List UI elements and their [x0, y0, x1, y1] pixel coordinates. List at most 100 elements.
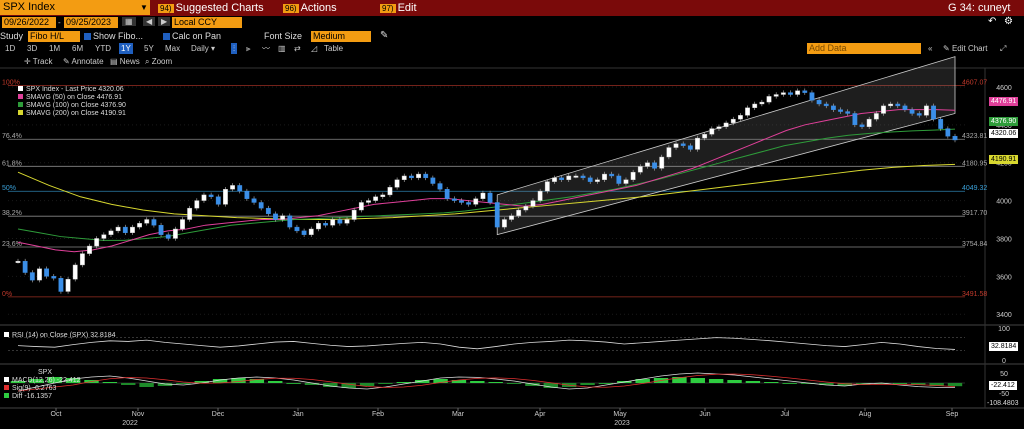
- macd-diff-bar-26: [488, 382, 503, 383]
- candle-body-83: [609, 173, 615, 177]
- macd-y-tick-0: 50: [1000, 371, 1008, 378]
- menu-edit[interactable]: 97) Edit: [380, 2, 417, 14]
- annotate-tool[interactable]: ✎ Annotate: [63, 57, 104, 66]
- next-period-icon[interactable]: ▶: [158, 17, 171, 26]
- checkbox-icon: [163, 33, 170, 41]
- candle-body-82: [602, 173, 607, 180]
- range-6m[interactable]: 6M: [72, 44, 84, 53]
- macd-legend-sig: Sig(9) -6.2763: [4, 385, 81, 393]
- macd-legend-diff: Diff -16.1357: [4, 393, 81, 401]
- track-tool[interactable]: ✛ Track: [24, 57, 53, 66]
- ticker-field[interactable]: SPX Index: [0, 0, 150, 15]
- range-1y-selected[interactable]: 1Y: [119, 43, 133, 54]
- range-5y[interactable]: 5Y: [144, 44, 154, 53]
- font-size-select[interactable]: Medium: [311, 31, 371, 42]
- currency-select[interactable]: Local CCY: [172, 17, 242, 28]
- macd-diff-bar-31: [580, 383, 595, 385]
- macd-diff-bar-14: [268, 381, 283, 383]
- candle-body-69: [509, 215, 514, 220]
- add-data-input[interactable]: Add Data: [807, 43, 921, 54]
- candle-body-2: [29, 272, 35, 281]
- macd-diff-bar-11: [212, 379, 228, 383]
- range-1d[interactable]: 1D: [5, 44, 16, 53]
- candle-body-86: [630, 171, 636, 180]
- x-year-label-0: 2022: [122, 420, 138, 427]
- candle-body-20: [158, 224, 164, 235]
- macd-diff-bar-19: [359, 383, 375, 386]
- candle-body-74: [544, 181, 550, 192]
- menu-suggested-charts[interactable]: 94) Suggested Charts: [158, 2, 264, 14]
- candle-body-29: [223, 189, 228, 205]
- range-ytd[interactable]: YTD: [95, 44, 111, 53]
- show-fibo-checkbox[interactable]: Show Fibo...: [84, 31, 143, 41]
- table-button[interactable]: Table: [324, 44, 344, 53]
- macd-diff-bar-49: [911, 383, 926, 385]
- dropdown-arrow-icon[interactable]: ▼: [140, 3, 148, 12]
- macd-diff-bar-5: [102, 382, 118, 383]
- pen-icon[interactable]: ✎: [380, 30, 389, 41]
- macd-diff-bar-0: [10, 381, 26, 383]
- menu-actions[interactable]: 96) Actions: [283, 2, 337, 14]
- candle-body-105: [766, 96, 772, 103]
- candle-body-95: [695, 137, 700, 150]
- candle-body-118: [859, 124, 865, 127]
- start-date-input[interactable]: 09/26/2022: [2, 17, 56, 28]
- y-tick-label-0: 4600: [996, 85, 1012, 92]
- macd-diff-bar-42: [782, 383, 797, 384]
- study-select[interactable]: Fibo H/L: [28, 31, 80, 42]
- legend-swatch: [4, 377, 9, 382]
- macd-badge: -22.412: [989, 381, 1017, 390]
- candle-body-104: [759, 101, 765, 105]
- range-1m[interactable]: 1M: [49, 44, 61, 53]
- candle-body-48: [358, 202, 364, 211]
- macd-diff-bar-22: [414, 380, 430, 383]
- collapse-icon[interactable]: «: [928, 44, 933, 53]
- candle-body-72: [530, 200, 536, 207]
- range-max[interactable]: Max: [165, 44, 181, 53]
- candle-body-37: [280, 215, 286, 220]
- maximize-icon[interactable]: ⤢: [1000, 44, 1007, 53]
- bar-style-icon[interactable]: ▥: [278, 44, 286, 53]
- rsi-badge: 32.8184: [989, 342, 1019, 351]
- candle-body-3: [37, 268, 42, 281]
- macd-diff-bar-25: [470, 381, 485, 383]
- undo-icon[interactable]: ↶: [988, 16, 997, 27]
- line-style-icon[interactable]: 〰: [262, 44, 270, 53]
- fibo-value-label-2: 4180.95: [962, 160, 987, 167]
- candle-body-32: [244, 190, 250, 199]
- macd-diff-bar-27: [506, 383, 522, 384]
- fibo-pct-label-3: 50%: [2, 185, 16, 192]
- candle-body-19: [151, 219, 157, 226]
- x-month-label-3: Jan: [292, 411, 303, 418]
- font-size-label: Font Size: [264, 31, 303, 41]
- candle-body-75: [552, 177, 557, 182]
- candle-body-77: [566, 175, 572, 180]
- fibo-value-label-0: 4607.07: [962, 80, 987, 87]
- period-select[interactable]: Daily ▾: [191, 44, 216, 53]
- range-3d[interactable]: 3D: [27, 44, 38, 53]
- macd-diff-bar-43: [800, 383, 816, 384]
- end-date-input[interactable]: 09/25/2023: [64, 17, 118, 28]
- chart-style-icon[interactable]: ⫸: [246, 44, 251, 53]
- macd-diff-bar-48: [892, 383, 908, 384]
- edit-chart-button[interactable]: ✎ Edit Chart: [943, 44, 988, 53]
- chart-type-icon[interactable]: ⫶: [231, 43, 237, 54]
- pencil-icon: ✎: [943, 44, 952, 53]
- news-tool[interactable]: ▤ News: [110, 57, 140, 66]
- area-style-icon[interactable]: ◿: [311, 44, 318, 53]
- macd-y-tick-2: -50: [999, 391, 1009, 398]
- candle-body-126: [916, 113, 922, 116]
- compare-icon[interactable]: ⇄: [294, 44, 301, 53]
- prev-period-icon[interactable]: ◀: [143, 17, 156, 26]
- candle-body-18: [144, 219, 150, 224]
- macd-diff-bar-17: [323, 383, 338, 387]
- candle-body-119: [866, 118, 872, 127]
- macd-diff-bar-3: [65, 378, 81, 383]
- calendar-icon[interactable]: ▦: [122, 17, 136, 26]
- zoom-tool[interactable]: ⌕ Zoom: [145, 57, 173, 66]
- candle-body-78: [573, 175, 579, 178]
- x-month-label-8: Jun: [699, 411, 710, 418]
- settings-icon[interactable]: ⚙: [1004, 16, 1013, 27]
- calc-on-pan-checkbox[interactable]: Calc on Pan: [163, 31, 221, 41]
